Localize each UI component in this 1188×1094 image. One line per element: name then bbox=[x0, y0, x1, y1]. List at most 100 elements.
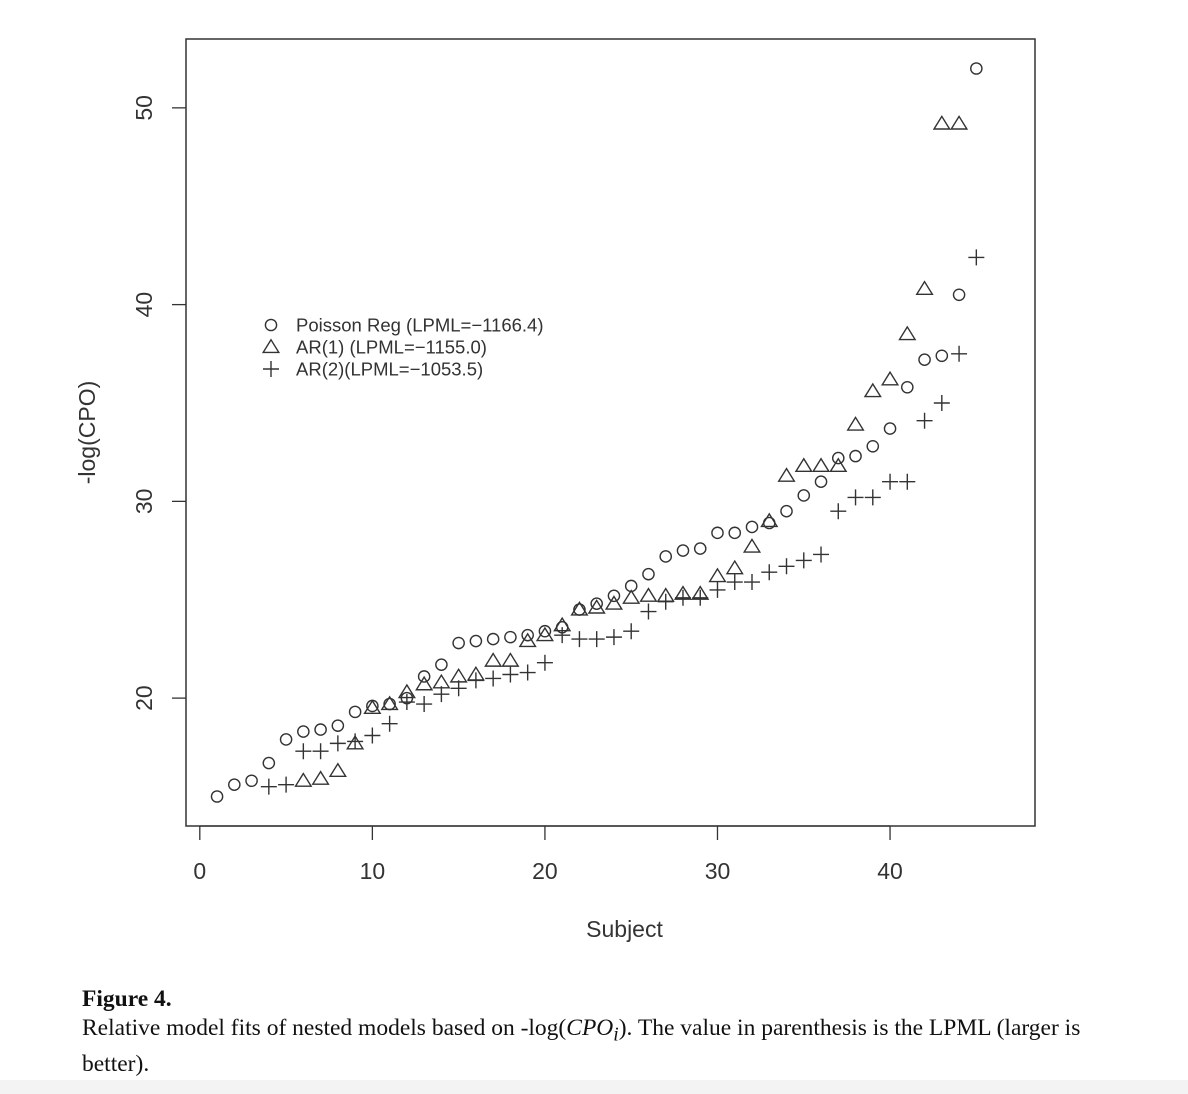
triangle-point bbox=[760, 512, 779, 528]
triangle-point bbox=[484, 652, 503, 667]
plus-point bbox=[450, 680, 467, 697]
plus-point bbox=[295, 743, 312, 760]
triangle-point bbox=[863, 382, 882, 398]
legend-label: Poisson Reg (LPML=−1166.4) bbox=[296, 315, 544, 336]
circle-point bbox=[866, 439, 880, 453]
plus-point bbox=[312, 743, 329, 760]
triangle-point bbox=[880, 370, 900, 386]
circle-point bbox=[435, 658, 448, 671]
y-axis: 20 30 40 50 -log(CPO) bbox=[74, 95, 186, 711]
triangle-point bbox=[294, 772, 313, 787]
triangle-point bbox=[639, 587, 658, 602]
triangle-point bbox=[432, 673, 451, 689]
circle-point bbox=[486, 632, 500, 646]
circle-point bbox=[331, 719, 345, 732]
circle-point bbox=[780, 504, 793, 518]
triangle-point bbox=[725, 559, 744, 575]
circle-point bbox=[210, 790, 224, 803]
triangle-point bbox=[328, 762, 347, 778]
plus-point bbox=[329, 735, 346, 752]
plus-point bbox=[657, 593, 674, 610]
plus-point bbox=[933, 394, 950, 411]
series-circle bbox=[210, 62, 983, 803]
circle-point bbox=[745, 520, 759, 534]
triangle-point bbox=[535, 626, 554, 642]
circle-point bbox=[348, 705, 362, 719]
plus-point bbox=[709, 581, 726, 598]
triangle-point bbox=[501, 652, 520, 667]
plus-point bbox=[674, 589, 691, 606]
triangle-point bbox=[587, 599, 606, 614]
circle-point bbox=[883, 422, 897, 435]
caption-text-after: ). The value in parenthesis is the LPML … bbox=[82, 1015, 1081, 1077]
triangle-point bbox=[415, 675, 434, 691]
plus-point bbox=[416, 696, 433, 713]
circle-point bbox=[469, 634, 483, 648]
plus-point bbox=[554, 627, 571, 644]
series-triangle bbox=[294, 115, 969, 787]
circle-point bbox=[901, 380, 914, 394]
circle-point bbox=[970, 62, 983, 75]
triangle-point bbox=[380, 695, 399, 711]
triangle-point bbox=[932, 115, 951, 130]
triangle-point bbox=[811, 457, 831, 473]
triangle-point bbox=[898, 325, 917, 341]
plus-point bbox=[882, 473, 899, 490]
figure-caption: Figure 4. Relative model fits of nested … bbox=[82, 985, 1082, 1079]
circle-point bbox=[538, 624, 552, 638]
bottom-strip bbox=[0, 1080, 1188, 1094]
legend-triangle-symbol bbox=[261, 338, 281, 354]
plus-point bbox=[761, 564, 778, 581]
triangle-point bbox=[604, 595, 624, 610]
plus-point bbox=[571, 631, 588, 648]
plus-point bbox=[813, 546, 830, 563]
caption-text-subscript: i bbox=[613, 1024, 619, 1046]
x-tick-label: 0 bbox=[193, 858, 206, 884]
plus-point bbox=[795, 552, 812, 569]
caption-text-before: Relative model fits of nested models bas… bbox=[82, 1015, 567, 1041]
circle-point bbox=[642, 567, 655, 581]
y-tick-label: 40 bbox=[131, 292, 157, 318]
x-tick-label: 20 bbox=[532, 858, 558, 884]
x-tick-label: 10 bbox=[360, 858, 386, 884]
triangle-point bbox=[518, 632, 537, 648]
triangle-point bbox=[449, 667, 468, 683]
y-axis-label: -log(CPO) bbox=[74, 381, 100, 485]
plus-point bbox=[916, 412, 933, 429]
plus-point bbox=[726, 574, 743, 591]
plus-point bbox=[605, 629, 622, 646]
circle-point bbox=[676, 544, 690, 557]
plus-point bbox=[278, 776, 295, 793]
circle-point bbox=[314, 723, 327, 736]
plus-point bbox=[847, 489, 864, 506]
circle-point bbox=[590, 597, 603, 610]
x-axis: 0 10 20 30 40 Subject bbox=[193, 825, 903, 942]
caption-text-italic: CPO bbox=[566, 1015, 614, 1041]
legend: Poisson Reg (LPML=−1166.4)AR(1) (LPML=−1… bbox=[261, 315, 544, 380]
plus-point bbox=[864, 489, 881, 506]
caption-label: Figure 4. bbox=[82, 986, 172, 1012]
plus-point bbox=[623, 623, 640, 640]
triangle-point bbox=[363, 699, 382, 715]
plus-point bbox=[347, 733, 364, 750]
triangle-point bbox=[777, 467, 796, 482]
triangle-point bbox=[622, 589, 641, 604]
legend-label: AR(1) (LPML=−1155.0) bbox=[296, 337, 487, 358]
circle-point bbox=[452, 636, 465, 650]
circle-point bbox=[297, 725, 310, 738]
plus-point bbox=[778, 558, 795, 575]
circle-point bbox=[245, 774, 258, 788]
triangle-point bbox=[742, 538, 762, 553]
circle-point bbox=[693, 542, 707, 555]
y-tick-label: 30 bbox=[131, 489, 157, 515]
plus-point bbox=[692, 589, 709, 606]
plus-point bbox=[364, 727, 381, 744]
triangle-point bbox=[708, 567, 727, 583]
plus-point bbox=[951, 345, 968, 362]
x-tick-label: 40 bbox=[877, 858, 903, 884]
plus-point bbox=[899, 473, 916, 490]
series-plus bbox=[260, 249, 985, 795]
circle-point bbox=[659, 550, 673, 563]
triangle-point bbox=[915, 280, 934, 295]
